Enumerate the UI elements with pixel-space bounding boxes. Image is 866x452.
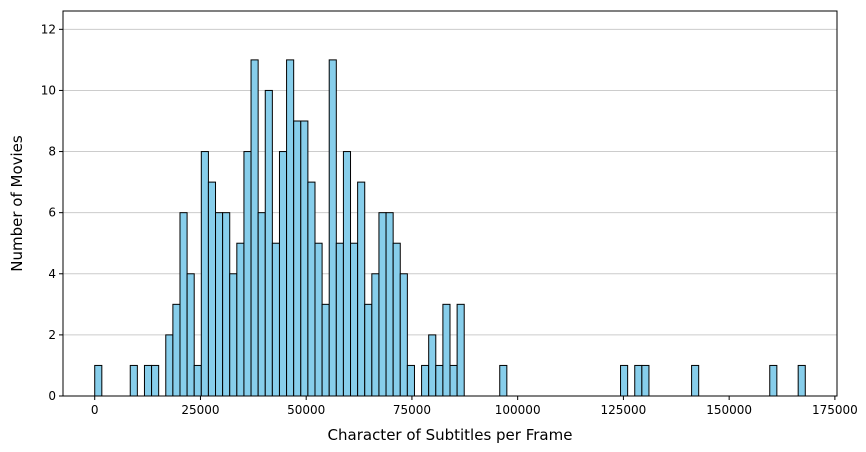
histogram-bar — [243, 151, 252, 397]
histogram-bar — [271, 242, 280, 397]
histogram-bar — [342, 151, 352, 397]
y-tick-label: 6 — [48, 206, 56, 220]
histogram-bar — [286, 59, 295, 397]
y-tick-label: 10 — [41, 83, 56, 97]
histogram-bar — [371, 273, 380, 397]
histogram-bar — [435, 364, 444, 397]
histogram-bar — [641, 364, 650, 397]
histogram-bar — [314, 242, 323, 397]
histogram-bar — [193, 364, 202, 397]
histogram-bar — [364, 303, 373, 397]
histogram-bar — [257, 212, 266, 397]
histogram-bars — [94, 59, 806, 397]
x-tick-label: 125000 — [601, 403, 647, 417]
histogram-bar — [321, 303, 330, 397]
histogram-bar — [421, 364, 430, 397]
histogram-bar — [250, 59, 259, 397]
x-tick-label: 50000 — [287, 403, 325, 417]
histogram-bar — [797, 364, 806, 397]
histogram-bar — [94, 364, 103, 397]
histogram-bar — [385, 212, 394, 397]
histogram-bar — [357, 181, 366, 397]
grid-lines — [63, 28, 837, 336]
histogram-bar — [179, 212, 188, 397]
x-tick-label: 150000 — [706, 403, 752, 417]
histogram-bar — [207, 181, 217, 397]
x-axis-label: Character of Subtitles per Frame — [328, 426, 573, 444]
histogram-bar — [620, 364, 629, 397]
histogram-bar — [151, 364, 160, 397]
histogram-bar — [215, 212, 224, 397]
y-tick-label: 0 — [48, 389, 56, 403]
histogram-bar — [293, 120, 302, 397]
histogram-bar — [165, 334, 174, 397]
histogram-bar — [634, 364, 643, 397]
histogram-bar — [769, 364, 778, 397]
histogram-bar — [129, 364, 138, 397]
histogram-bar — [335, 242, 344, 397]
x-tick-label: 0 — [91, 403, 99, 417]
x-tick-label: 25000 — [181, 403, 219, 417]
histogram-bar — [378, 212, 387, 397]
y-axis-label: Number of Movies — [8, 135, 26, 272]
histogram-bar — [300, 120, 309, 397]
histogram-bar — [328, 59, 337, 397]
histogram-bar — [456, 303, 465, 397]
histogram-bar — [229, 273, 238, 397]
histogram-bar — [392, 242, 401, 397]
histogram-bar — [442, 303, 451, 397]
x-tick-label: 175000 — [812, 403, 858, 417]
y-tick-label: 8 — [48, 145, 56, 159]
histogram-bar — [236, 242, 245, 397]
axis-ticks: 0 25000 50000 75000 100000 125000 150000 175000… — [41, 22, 858, 417]
histogram-bar — [278, 151, 288, 397]
histogram-bar — [499, 364, 508, 397]
x-tick-label: 75000 — [393, 403, 431, 417]
histogram-bar — [186, 273, 195, 397]
histogram-bar — [449, 364, 458, 397]
histogram-bar — [222, 212, 231, 397]
y-tick-label: 2 — [48, 328, 56, 342]
histogram-bar — [200, 151, 209, 397]
histogram-bar — [399, 273, 408, 397]
histogram-bar — [264, 89, 273, 397]
histogram-bar — [428, 334, 437, 397]
histogram-bar — [172, 303, 181, 397]
x-tick-label: 100000 — [495, 403, 541, 417]
histogram-bar — [691, 364, 700, 397]
histogram-bar — [143, 364, 153, 397]
histogram-bar — [350, 242, 359, 397]
plot-frame — [62, 10, 838, 397]
y-tick-label: 12 — [41, 22, 56, 36]
y-tick-label: 4 — [48, 267, 56, 281]
histogram-bar — [307, 181, 316, 397]
histogram-bar — [406, 364, 415, 397]
